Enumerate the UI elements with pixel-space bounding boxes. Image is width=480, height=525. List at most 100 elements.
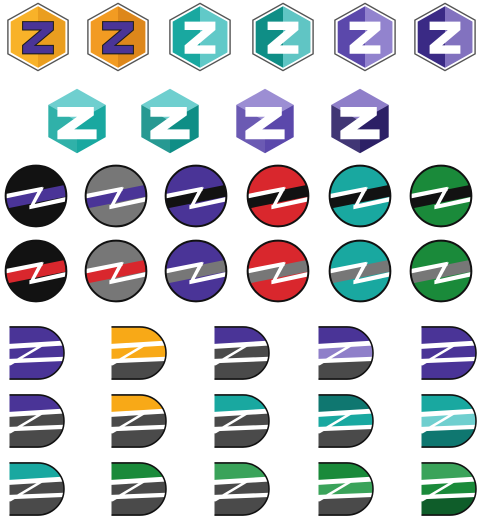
- split-top: [111, 462, 166, 482]
- split-top: [9, 326, 64, 346]
- circle-outline: [4, 239, 68, 303]
- circle-outline: [84, 239, 148, 303]
- hexagon-badges-row-1-item-2-icon: [83, 2, 153, 72]
- circle-outline: [328, 239, 392, 303]
- slash-upper: [85, 261, 123, 275]
- hexagon-badges-row-2-item-3-icon: [230, 86, 300, 156]
- split-top: [421, 462, 476, 482]
- split-top: [111, 394, 166, 414]
- hexagon-badges-row-1-item-6-icon: [410, 2, 480, 72]
- logo-mark-icon: [84, 239, 148, 303]
- circle-badges-row-2-item-5-icon: [327, 238, 393, 304]
- split-slash-diagonal: [318, 481, 354, 502]
- split-slash-lower: [9, 424, 64, 432]
- circle-outline: [164, 164, 228, 228]
- split-slash-upper: [318, 340, 373, 350]
- slash-diagonal: [271, 187, 286, 208]
- split-slash-upper: [421, 340, 476, 350]
- split-z-row-2-item-5-icon: [414, 390, 477, 452]
- split-slash-lower: [111, 492, 166, 500]
- hexagon-top-facet: [331, 88, 389, 121]
- split-bottom: [111, 360, 166, 380]
- split-slash-upper: [9, 408, 64, 418]
- split-top: [318, 394, 373, 414]
- split-slash-diagonal: [111, 413, 147, 434]
- slash-upper: [329, 261, 367, 275]
- split-slash-lower: [214, 492, 269, 500]
- split-slash-lower: [9, 356, 64, 364]
- z-letter-glyph: [340, 107, 380, 140]
- circle-badges-row-1-item-4-icon: [245, 163, 311, 229]
- logo-mark-icon: [246, 164, 310, 228]
- split-outline: [318, 394, 374, 448]
- split-top: [318, 462, 373, 482]
- z-letter-glyph: [102, 21, 134, 55]
- split-slash-diagonal: [421, 345, 457, 366]
- split-slash-lower: [214, 424, 269, 432]
- slash-lower: [109, 196, 147, 210]
- logo-mark-icon: [139, 87, 201, 155]
- split-bottom: [318, 428, 373, 448]
- split-bottom: [214, 496, 269, 516]
- slash-upper: [247, 261, 285, 275]
- split-outline: [421, 462, 477, 516]
- logo-mark-icon: [4, 164, 68, 228]
- logo-mark-icon: [328, 239, 392, 303]
- split-top: [111, 326, 166, 346]
- slash-upper: [5, 186, 43, 200]
- hexagon-badges-row-1-item-4-icon: [248, 2, 318, 72]
- logo-mark-icon: [9, 394, 65, 448]
- split-slash-upper: [111, 408, 166, 418]
- split-bottom: [111, 428, 166, 448]
- logo-mark-icon: [164, 164, 228, 228]
- logo-mark-icon: [111, 394, 167, 448]
- split-z-row-3-item-5-icon: [414, 458, 477, 520]
- split-top: [214, 462, 269, 482]
- slash-lower: [434, 271, 472, 285]
- slash-upper: [329, 186, 367, 200]
- logo-mark-icon: [111, 326, 167, 380]
- circle-badges-row-1-item-5-icon: [327, 163, 393, 229]
- logo-mark-icon: [87, 2, 149, 72]
- slash-diagonal: [434, 262, 449, 283]
- z-letter-glyph: [22, 21, 54, 55]
- logo-mark-icon: [169, 2, 231, 72]
- slash-upper: [85, 186, 123, 200]
- logo-mark-icon: [318, 326, 374, 380]
- logo-mark-icon: [234, 87, 296, 155]
- split-bottom: [421, 496, 476, 516]
- circle-badges-row-1-item-6-icon: [408, 163, 474, 229]
- logo-mark-icon: [252, 2, 314, 72]
- hexagon-badges-row-2-item-1-icon: [42, 86, 112, 156]
- logo-mark-icon: [328, 164, 392, 228]
- split-z-row-3-item-1-icon: [2, 458, 65, 520]
- slash-lower: [353, 196, 391, 210]
- split-z-row-2-item-3-icon: [207, 390, 270, 452]
- split-top: [9, 462, 64, 482]
- split-z-row-3-item-3-icon: [207, 458, 270, 520]
- slash-diagonal: [434, 187, 449, 208]
- logo-mark-icon: [414, 2, 476, 72]
- slash-upper: [247, 186, 285, 200]
- hexagon-badges-row-2-item-4-icon: [325, 86, 395, 156]
- split-slash-diagonal: [214, 413, 250, 434]
- logo-mark-icon: [111, 462, 167, 516]
- split-slash-diagonal: [214, 481, 250, 502]
- logo-mark-icon: [409, 164, 473, 228]
- split-slash-diagonal: [111, 345, 147, 366]
- split-slash-diagonal: [9, 345, 45, 366]
- circle-outline: [246, 164, 310, 228]
- circle-badges-row-2-item-4-icon: [245, 238, 311, 304]
- circle-badges-row-1-item-3-icon: [163, 163, 229, 229]
- split-bottom: [421, 360, 476, 380]
- split-slash-lower: [9, 492, 64, 500]
- split-slash-lower: [214, 356, 269, 364]
- split-slash-diagonal: [9, 413, 45, 434]
- hexagon-badges-row-1-item-1-icon: [3, 2, 73, 72]
- logo-mark-icon: [318, 394, 374, 448]
- split-outline: [214, 462, 270, 516]
- z-letter-glyph: [245, 107, 285, 140]
- split-slash-lower: [318, 492, 373, 500]
- split-bottom: [318, 496, 373, 516]
- split-slash-upper: [9, 340, 64, 350]
